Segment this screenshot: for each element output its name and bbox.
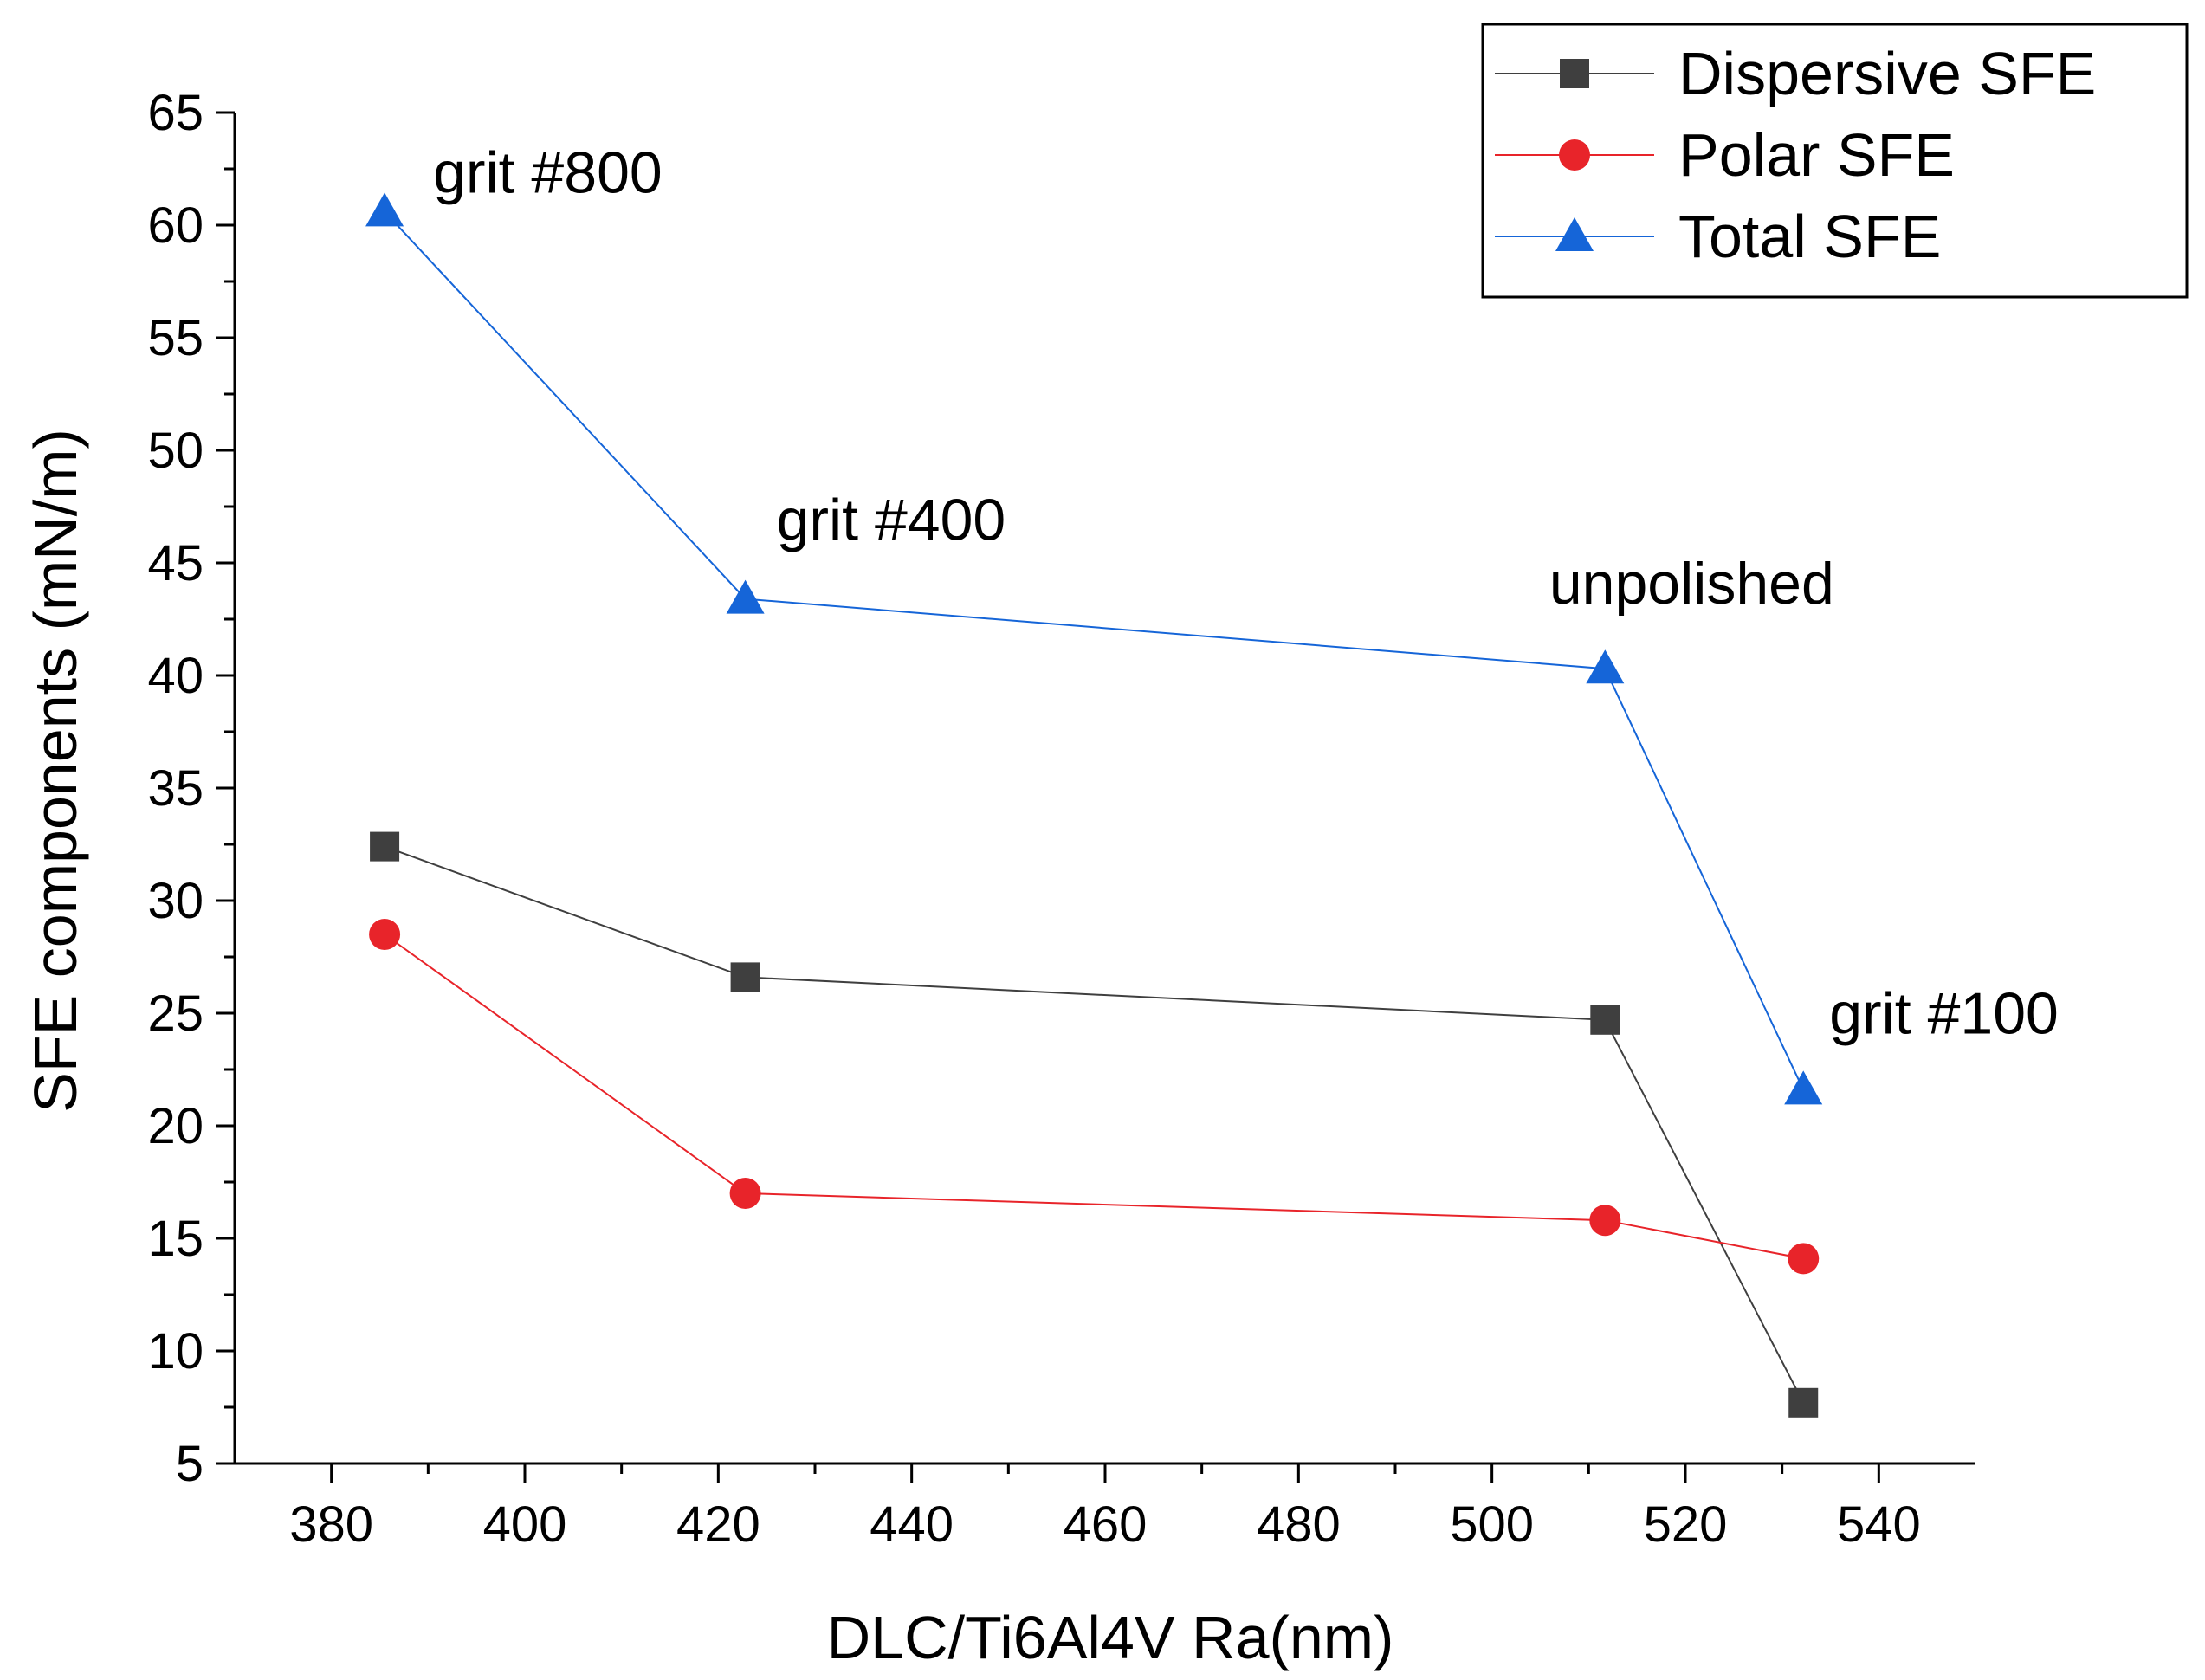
y-tick-label: 25 — [147, 985, 204, 1042]
y-tick-label: 45 — [147, 535, 204, 591]
series-line — [384, 845, 1805, 1404]
x-tick-label: 400 — [483, 1496, 567, 1553]
y-tick-label: 30 — [147, 873, 204, 929]
legend-marker — [1555, 217, 1594, 251]
data-point — [1788, 1387, 1819, 1418]
plot-area — [233, 113, 1975, 1465]
data-point — [1784, 1070, 1823, 1105]
legend-box — [1481, 23, 2189, 299]
y-tick-label: 35 — [147, 760, 204, 817]
annotation-label: unpolished — [1549, 551, 1834, 617]
data-point — [730, 962, 760, 992]
data-point — [729, 1178, 761, 1209]
y-tick-label: 20 — [147, 1098, 204, 1154]
legend-item: Dispersive SFE — [1495, 40, 2096, 107]
x-tick-label: 540 — [1837, 1496, 1921, 1553]
legend-marker — [1559, 139, 1590, 171]
legend-label: Total SFE — [1678, 203, 1941, 270]
legend-marker — [1560, 59, 1589, 88]
y-tick-label: 10 — [147, 1323, 204, 1380]
y-tick-label: 5 — [176, 1436, 204, 1492]
series-dispersive-sfe — [370, 831, 1819, 1418]
annotation-label: grit #800 — [433, 139, 663, 205]
data-point — [1589, 1205, 1621, 1237]
data-point — [369, 919, 401, 950]
annotations: grit #800 grit #400 unpolished grit #100 — [433, 139, 2059, 1046]
x-tick-label: 500 — [1450, 1496, 1534, 1553]
data-point — [726, 579, 765, 614]
legend-label: Polar SFE — [1678, 121, 1955, 189]
data-point — [365, 192, 404, 227]
y-tick-label: 60 — [147, 197, 204, 254]
data-point — [1586, 649, 1625, 684]
legend-item: Total SFE — [1495, 203, 1941, 270]
y-tick-label: 15 — [147, 1211, 204, 1267]
annotation-label: grit #400 — [777, 488, 1006, 553]
x-tick-label: 520 — [1644, 1496, 1728, 1553]
y-tick-label: 55 — [147, 310, 204, 366]
legend: Dispersive SFE Polar SFE Total SFE — [1481, 23, 2189, 299]
y-tick-label: 65 — [147, 85, 204, 141]
x-tick-label: 460 — [1064, 1496, 1148, 1553]
x-tick-label: 380 — [289, 1496, 373, 1553]
y-axis-title: SFE components (mN/m) — [22, 429, 89, 1113]
series-polar-sfe — [369, 919, 1820, 1275]
y-tick-label: 40 — [147, 648, 204, 704]
y-tick-label: 50 — [147, 423, 204, 479]
x-tick-label: 480 — [1257, 1496, 1341, 1553]
series-layer — [365, 192, 1823, 1418]
series-total-sfe — [365, 192, 1823, 1105]
axis-ticks: 380 400 420 440 460 480 500 520 540 5 10 15 20 25 30 35… — [147, 85, 1920, 1553]
x-tick-label: 440 — [870, 1496, 954, 1553]
x-tick-label: 420 — [676, 1496, 760, 1553]
data-point — [1590, 1005, 1620, 1035]
annotation-label: grit #100 — [1829, 980, 2059, 1046]
series-line — [384, 934, 1804, 1260]
legend-item: Polar SFE — [1495, 121, 1955, 189]
legend-label: Dispersive SFE — [1678, 40, 2096, 107]
x-axis-title: DLC/Ti6Al4V Ra(nm) — [827, 1604, 1394, 1671]
series-line — [384, 210, 1805, 1090]
data-point — [1788, 1243, 1820, 1275]
data-point — [370, 831, 400, 862]
